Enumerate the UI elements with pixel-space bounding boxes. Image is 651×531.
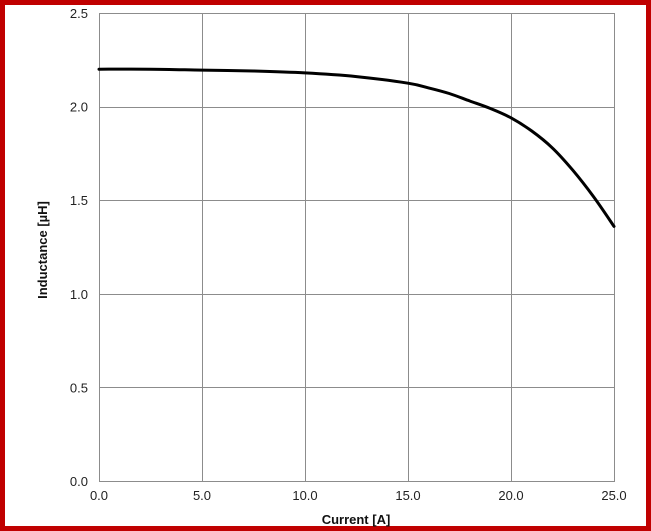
y-tick-label: 1.5 [70,193,88,208]
x-tick-label: 25.0 [601,488,626,503]
plot-area-border [100,14,615,482]
x-axis-title: Current [A] [322,512,391,527]
tick-label-layer: 0.0 5.0 10.0 15.0 20.0 25.0 0.0 0.5 1.0 1.5 2.0 2.5 [70,6,627,503]
y-tick-label: 2.0 [70,100,88,115]
inductance-curve [99,69,614,226]
y-axis-title: Inductance [µH] [35,201,50,299]
series-layer [99,69,614,226]
x-tick-label: 15.0 [395,488,420,503]
y-tick-label: 2.5 [70,6,88,21]
y-tick-label: 1.0 [70,287,88,302]
grid-layer [99,13,615,482]
x-tick-label: 0.0 [90,488,108,503]
x-tick-label: 20.0 [498,488,523,503]
y-tick-label: 0.5 [70,380,88,395]
x-tick-label: 10.0 [292,488,317,503]
y-tick-label: 0.0 [70,474,88,489]
x-tick-label: 5.0 [193,488,211,503]
